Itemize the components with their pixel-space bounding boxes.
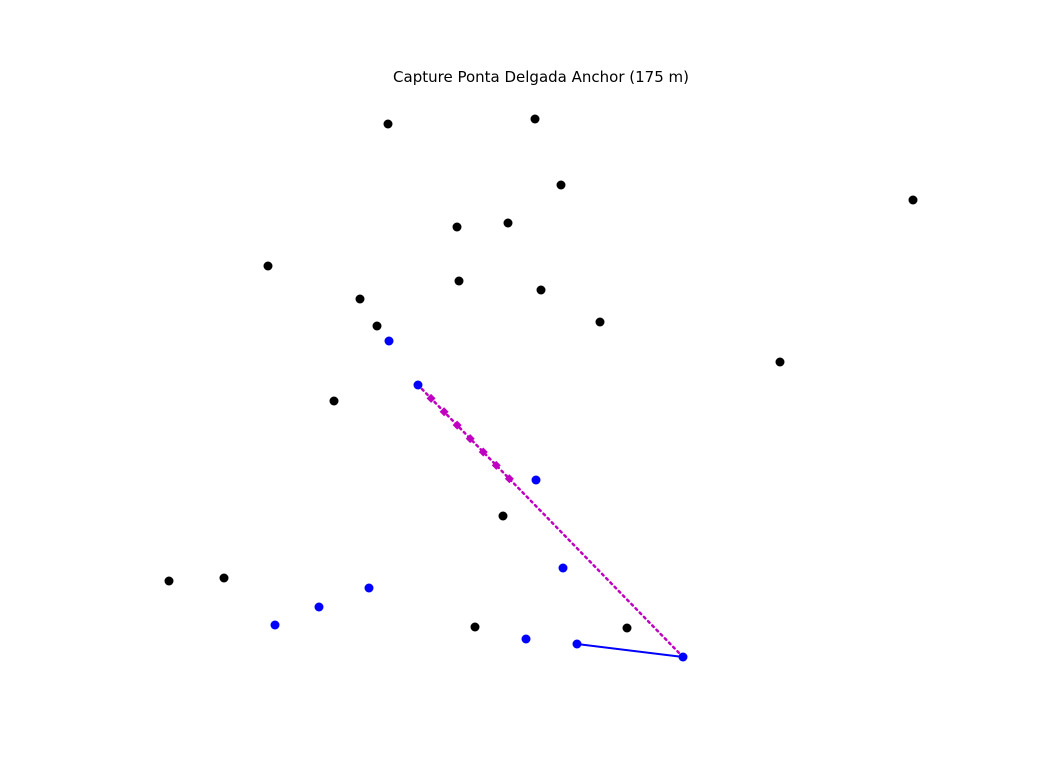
route-waypoint-marker xyxy=(504,474,514,484)
player-node[interactable] xyxy=(270,620,280,630)
neutral-node[interactable] xyxy=(164,576,174,586)
neutral-node[interactable] xyxy=(530,114,540,124)
player-node[interactable] xyxy=(678,652,688,662)
route-waypoint-marker xyxy=(452,420,462,430)
neutral-node[interactable] xyxy=(383,119,393,129)
neutral-node[interactable] xyxy=(263,261,273,271)
neutral-node[interactable] xyxy=(536,285,546,295)
player-node[interactable] xyxy=(531,475,541,485)
neutral-node[interactable] xyxy=(595,317,605,327)
neutral-node[interactable] xyxy=(498,511,508,521)
player-node[interactable] xyxy=(413,380,423,390)
player-node[interactable] xyxy=(384,336,394,346)
neutral-node[interactable] xyxy=(556,180,566,190)
neutral-node[interactable] xyxy=(470,622,480,632)
route-waypoint-marker xyxy=(491,460,501,470)
player-node[interactable] xyxy=(558,563,568,573)
neutral-node[interactable] xyxy=(372,321,382,331)
player-node[interactable] xyxy=(314,602,324,612)
neutral-node[interactable] xyxy=(503,218,513,228)
route-waypoint-marker xyxy=(465,434,475,444)
neutral-node[interactable] xyxy=(452,222,462,232)
neutral-node[interactable] xyxy=(329,396,339,406)
neutral-node[interactable] xyxy=(219,573,229,583)
neutral-node[interactable] xyxy=(454,276,464,286)
route-waypoint-marker xyxy=(426,393,436,403)
player-node[interactable] xyxy=(521,634,531,644)
neutral-node[interactable] xyxy=(908,195,918,205)
neutral-node[interactable] xyxy=(775,357,785,367)
route-waypoint-marker xyxy=(439,407,449,417)
route-waypoint-marker xyxy=(478,447,488,457)
neutral-node[interactable] xyxy=(622,623,632,633)
player-node[interactable] xyxy=(572,639,582,649)
player-node[interactable] xyxy=(364,583,374,593)
player-link-line xyxy=(576,643,684,658)
neutral-node[interactable] xyxy=(355,294,365,304)
objective-title: Capture Ponta Delgada Anchor (175 m) xyxy=(393,68,689,86)
